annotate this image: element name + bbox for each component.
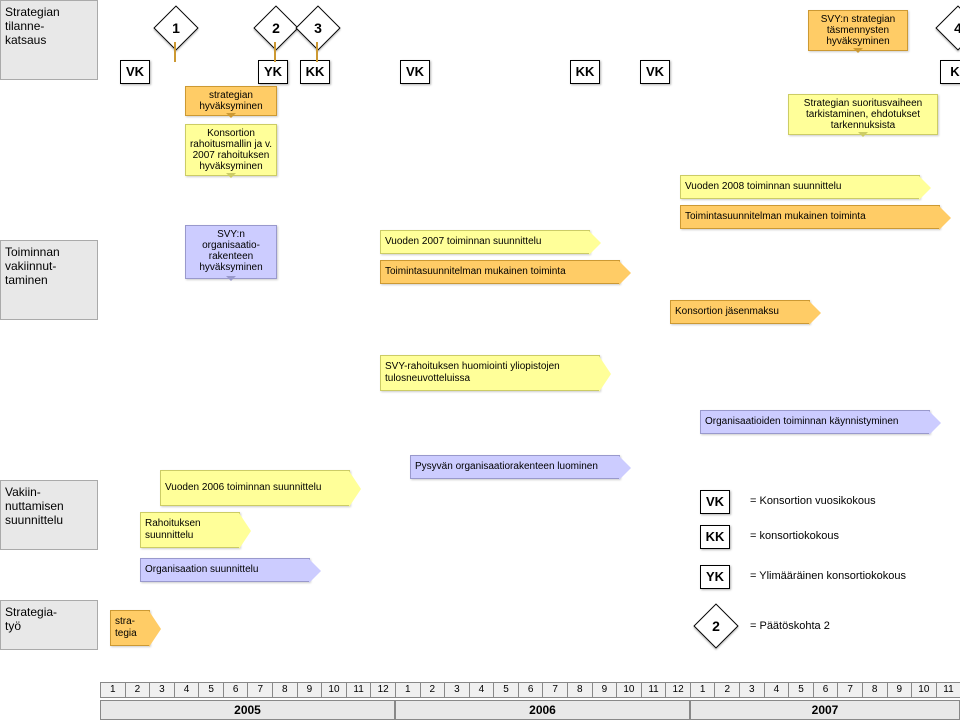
side-strategiatyo: Strategia-työ [0,600,98,650]
arrow-pysyvan: Pysyvän organisaatiorakenteen luominen [410,455,620,479]
arrow-2006-suunnittelu: Vuoden 2006 toiminnan suunnittelu [160,470,350,506]
legend-yk-text: = Ylimääräinen konsortiokokous [750,570,906,582]
side-vakiin: Vakiin-nuttamisensuunnittelu [0,480,98,550]
timeline-months: 1234567891011121234567891011121234567891… [100,682,960,698]
year-2007: 2007 [690,700,960,720]
decision-2: 2 [253,5,298,50]
legend-decision-text: = Päätöskohta 2 [750,620,830,632]
year-2005: 2005 [100,700,395,720]
callout-konsortion: Konsortion rahoitusmallin ja v. 2007 rah… [185,124,277,176]
arrow-2007-suunnittelu: Vuoden 2007 toiminnan suunnittelu [380,230,590,254]
arrow-strategia: stra- tegia [110,610,150,646]
decision-3: 3 [295,5,340,50]
callout-strategian: strategian hyväksyminen [185,86,277,116]
arrow-org-kaynnis: Organisaatioiden toiminnan käynnistymine… [700,410,930,434]
arrow-toimintasuun-2: Toimintasuunnitelman mukainen toiminta [680,205,940,229]
legend-vk-text: = Konsortion vuosikokous [750,495,876,507]
k-1: K [940,60,960,84]
decision-1: 1 [153,5,198,50]
arrow-rahoitus-suun: Rahoituksen suunnittelu [140,512,240,548]
legend-kk: KK [700,525,730,549]
side-strategian: Strategiantilanne-katsaus [0,0,98,80]
vk-3: VK [640,60,670,84]
legend-kk-text: = konsortiokokous [750,530,839,542]
year-2006: 2006 [395,700,690,720]
decision-4: 4 [935,5,960,50]
yk-1: YK [258,60,288,84]
vk-1: VK [120,60,150,84]
callout-suoritus: Strategian suoritusvaiheen tarkistaminen… [788,94,938,135]
arrow-org-suun: Organisaation suunnittelu [140,558,310,582]
legend-vk: VK [700,490,730,514]
arrow-jasenmaksu: Konsortion jäsenmaksu [670,300,810,324]
legend-decision: 2 [693,603,738,648]
callout-svy-org: SVY:n organisaatio-rakenteen hyväksymine… [185,225,277,279]
arrow-toimintasuun-1: Toimintasuunnitelman mukainen toiminta [380,260,620,284]
legend-yk: YK [700,565,730,589]
arrow-2008-suunnittelu: Vuoden 2008 toiminnan suunnittelu [680,175,920,199]
kk-1: KK [300,60,330,84]
kk-2: KK [570,60,600,84]
arrow-svy-rahoitus: SVY-rahoituksen huomiointi yliopistojen … [380,355,600,391]
vk-2: VK [400,60,430,84]
callout-svy-strat: SVY:n strategian täsmennysten hyväksymin… [808,10,908,51]
side-toiminnan: Toiminnanvakiinnut-taminen [0,240,98,320]
